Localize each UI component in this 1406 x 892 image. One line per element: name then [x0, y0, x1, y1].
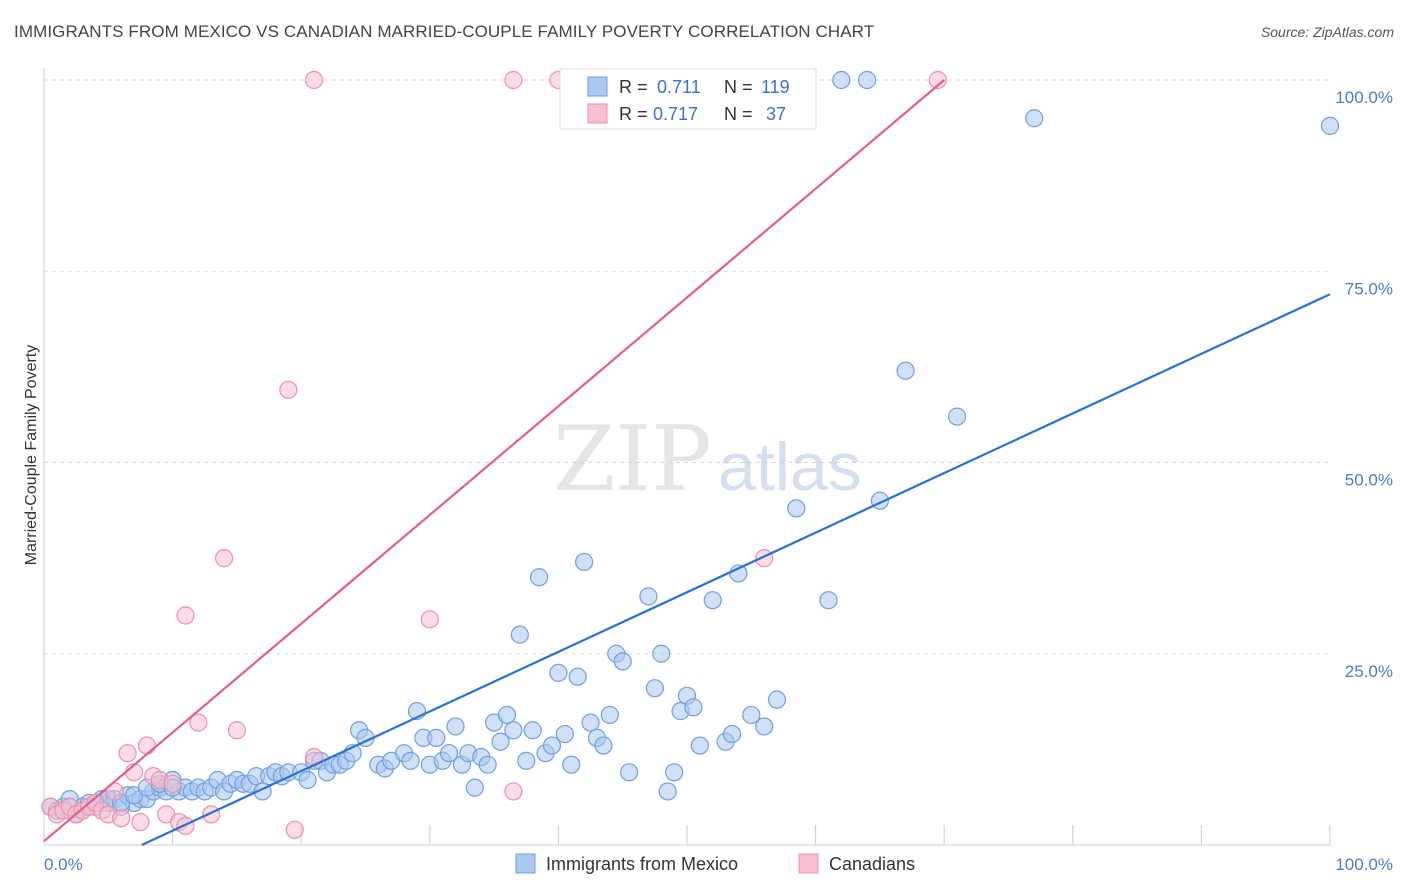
point-blue-112 — [1320, 116, 1340, 136]
x-tick-label-1: 100.0% — [1335, 855, 1393, 874]
point-blue-63 — [465, 778, 484, 797]
y-axis-label: Married-Couple Family Poverty — [23, 345, 40, 566]
point-pink-36 — [928, 70, 947, 90]
point-blue-78 — [562, 755, 581, 774]
point-pink-19 — [163, 774, 182, 793]
point-blue-95 — [684, 698, 703, 717]
bottom-legend-label-2: Canadians — [829, 854, 915, 874]
bottom-legend-swatch-blue — [515, 853, 536, 874]
point-blue-99 — [722, 724, 742, 744]
bottom-legend-swatch-pink — [798, 853, 819, 874]
point-pink-15 — [137, 736, 156, 755]
point-blue-73 — [530, 568, 549, 587]
point-blue-102 — [755, 717, 774, 736]
point-blue-75 — [542, 736, 562, 755]
point-blue-104 — [787, 499, 806, 518]
legend-n-value-2: 37 — [766, 104, 786, 124]
point-blue-60 — [446, 717, 465, 736]
watermark-atlas: atlas — [718, 429, 862, 505]
point-blue-90 — [652, 644, 671, 663]
point-blue-101 — [742, 705, 761, 725]
bottom-legend: Immigrants from Mexico Canadians — [515, 853, 915, 874]
legend-r-value-1: 0.711 — [657, 77, 701, 97]
trend-line-pink — [43, 79, 945, 843]
y-tick-label-2: 75.0% — [1345, 279, 1393, 298]
point-blue-111 — [1025, 109, 1044, 128]
point-blue-76 — [549, 663, 568, 682]
x-tick-label-0: 0.0% — [44, 855, 83, 874]
point-blue-87 — [620, 763, 639, 782]
legend-r-label-1: R = — [619, 77, 648, 97]
point-blue-67 — [491, 732, 510, 751]
point-pink-25 — [214, 549, 234, 568]
point-blue-59 — [439, 744, 459, 763]
legend-n-value-1: 119 — [761, 77, 790, 97]
legend: R = 0.711 N = 119 R = 0.717 N = 37 — [559, 68, 817, 130]
y-tick-label-3: 100.0% — [1335, 88, 1393, 107]
chart-title: IMMIGRANTS FROM MEXICO VS CANADIAN MARRI… — [14, 22, 875, 41]
point-blue-68 — [497, 705, 517, 725]
point-blue-91 — [658, 782, 677, 801]
point-blue-83 — [594, 736, 613, 755]
bottom-legend-label-1: Immigrants from Mexico — [546, 854, 738, 874]
point-blue-81 — [581, 713, 600, 732]
point-pink-28 — [285, 820, 304, 839]
point-blue-106 — [832, 70, 851, 90]
point-blue-84 — [600, 705, 619, 725]
point-pink-27 — [279, 380, 298, 399]
point-blue-92 — [665, 763, 684, 782]
point-blue-69 — [504, 721, 523, 740]
point-pink-11 — [112, 809, 131, 828]
point-blue-103 — [767, 690, 787, 709]
point-pink-23 — [189, 713, 208, 732]
grid-layer — [44, 79, 1330, 655]
point-blue-65 — [478, 755, 497, 774]
points-layer — [41, 70, 1340, 839]
point-blue-57 — [427, 728, 446, 748]
source-credit: Source: ZipAtlas.com — [1260, 24, 1394, 40]
point-blue-97 — [703, 591, 722, 610]
point-blue-96 — [690, 736, 709, 755]
point-pink-22 — [176, 606, 195, 625]
point-blue-105 — [819, 591, 838, 610]
point-pink-32 — [504, 782, 523, 801]
y-tick-label-1: 50.0% — [1345, 471, 1393, 490]
point-blue-89 — [645, 679, 664, 698]
point-pink-33 — [504, 70, 523, 90]
point-blue-86 — [613, 652, 632, 671]
point-blue-88 — [639, 587, 658, 606]
legend-n-label-1: N = — [724, 77, 753, 97]
legend-swatch-blue — [587, 76, 608, 97]
trend-layer — [43, 79, 1331, 846]
point-blue-110 — [947, 407, 967, 426]
point-pink-14 — [131, 812, 150, 832]
legend-r-label-2: R = — [619, 104, 648, 124]
y-tick-label-0: 25.0% — [1345, 662, 1393, 681]
legend-swatch-pink — [587, 103, 608, 124]
point-pink-12 — [118, 744, 137, 763]
point-blue-109 — [896, 361, 915, 380]
point-blue-53 — [401, 751, 420, 770]
point-pink-26 — [227, 721, 246, 740]
trend-line-blue — [141, 293, 1331, 846]
legend-r-value-2: 0.717 — [653, 104, 698, 124]
point-blue-70 — [510, 625, 529, 644]
point-blue-80 — [575, 552, 594, 572]
axis-layer — [43, 68, 1331, 846]
watermark-zip: ZIP — [553, 407, 712, 512]
watermark: ZIP atlas — [553, 407, 862, 512]
point-blue-107 — [857, 70, 877, 90]
point-blue-71 — [517, 751, 536, 770]
point-pink-10 — [105, 782, 124, 801]
tick-layer: 25.0% 50.0% 75.0% 100.0% 0.0% 100.0% — [44, 88, 1393, 874]
point-blue-72 — [523, 721, 542, 740]
legend-n-label-2: N = — [724, 104, 753, 124]
point-blue-79 — [568, 667, 587, 686]
point-pink-30 — [304, 70, 324, 90]
point-pink-31 — [420, 610, 439, 629]
point-blue-39 — [298, 770, 317, 790]
point-blue-77 — [555, 724, 574, 744]
